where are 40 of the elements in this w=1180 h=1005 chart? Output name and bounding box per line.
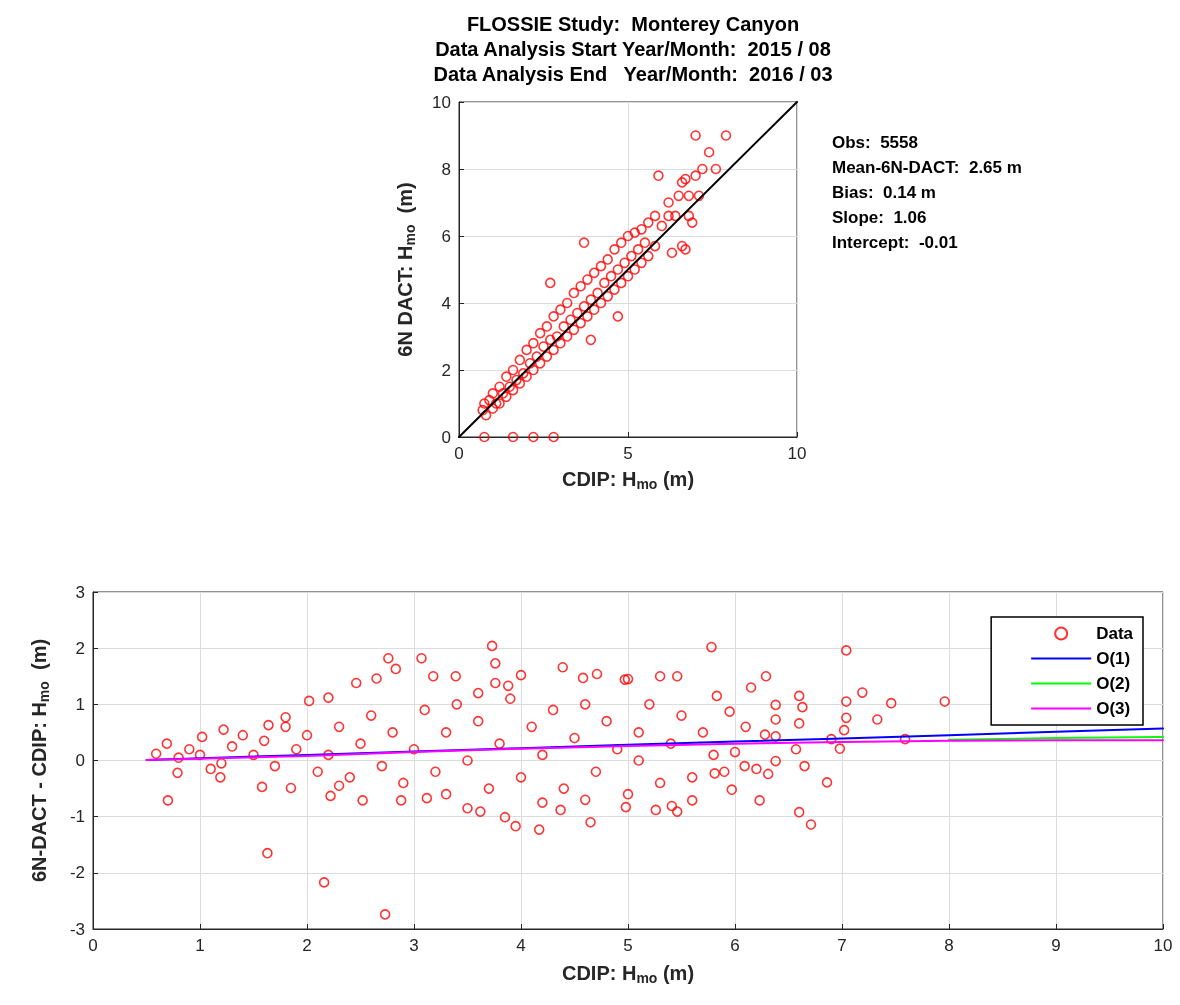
legend-label: O(1): [1096, 649, 1131, 668]
line-series: [145, 739, 1164, 761]
legend-label: O(2): [1096, 674, 1131, 693]
x-tick-label: 10: [787, 444, 807, 463]
text: Mean-6N-DACT: 2.65 m: [832, 158, 1022, 177]
text: Intercept: -0.01: [832, 233, 958, 252]
x-tick-label: 1: [195, 936, 205, 955]
x-tick-label: 3: [409, 936, 419, 955]
x-tick-label: 4: [516, 936, 526, 955]
chart-title: FLOSSIE Study: Monterey Canyon Data Analysis Start Year/Month: 2015 / 08 Data Analysis End Year/Month: 2016 / 03: [433, 12, 833, 85]
x-tick-label: 10: [1153, 936, 1173, 955]
text: Bias: 0.14 m: [832, 183, 936, 202]
y-tick-label: 2: [441, 360, 451, 380]
y-tick-label: 3: [75, 582, 85, 602]
legend-label: O(3): [1096, 699, 1131, 718]
x-tick-label: 5: [623, 444, 633, 463]
text: Obs: 5558: [832, 133, 918, 152]
y-tick-label: 6: [441, 226, 451, 246]
x-tick-label: 7: [837, 936, 847, 955]
x-tick-label: 5: [623, 936, 633, 955]
x-tick-label: 9: [1051, 936, 1061, 955]
legend-label: Data: [1096, 624, 1134, 643]
y-tick-label: 0: [75, 751, 85, 770]
y-tick-label: -2: [69, 863, 85, 883]
y-tick-label: -3: [69, 919, 85, 939]
x-tick-label: 2: [302, 936, 312, 955]
y-axis-title: 6N-DACT - CDIP: Hmo (m): [28, 638, 52, 883]
y-tick-label: 1: [75, 694, 85, 714]
y-tick-label: 10: [432, 92, 451, 112]
y-axis-title: 6N DACT: Hmo (m): [394, 182, 418, 357]
y-tick-label: 8: [441, 159, 451, 179]
x-tick-label: 6: [730, 936, 740, 955]
y-tick-label: 2: [75, 638, 85, 658]
x-tick-label: 8: [944, 936, 954, 955]
x-tick-label: 0: [454, 444, 464, 463]
x-tick-label: 0: [88, 936, 98, 955]
y-tick-label: 0: [441, 427, 451, 447]
y-tick-label: 4: [441, 293, 451, 313]
text: Slope: 1.06: [832, 208, 927, 227]
y-tick-label: -1: [69, 807, 85, 827]
